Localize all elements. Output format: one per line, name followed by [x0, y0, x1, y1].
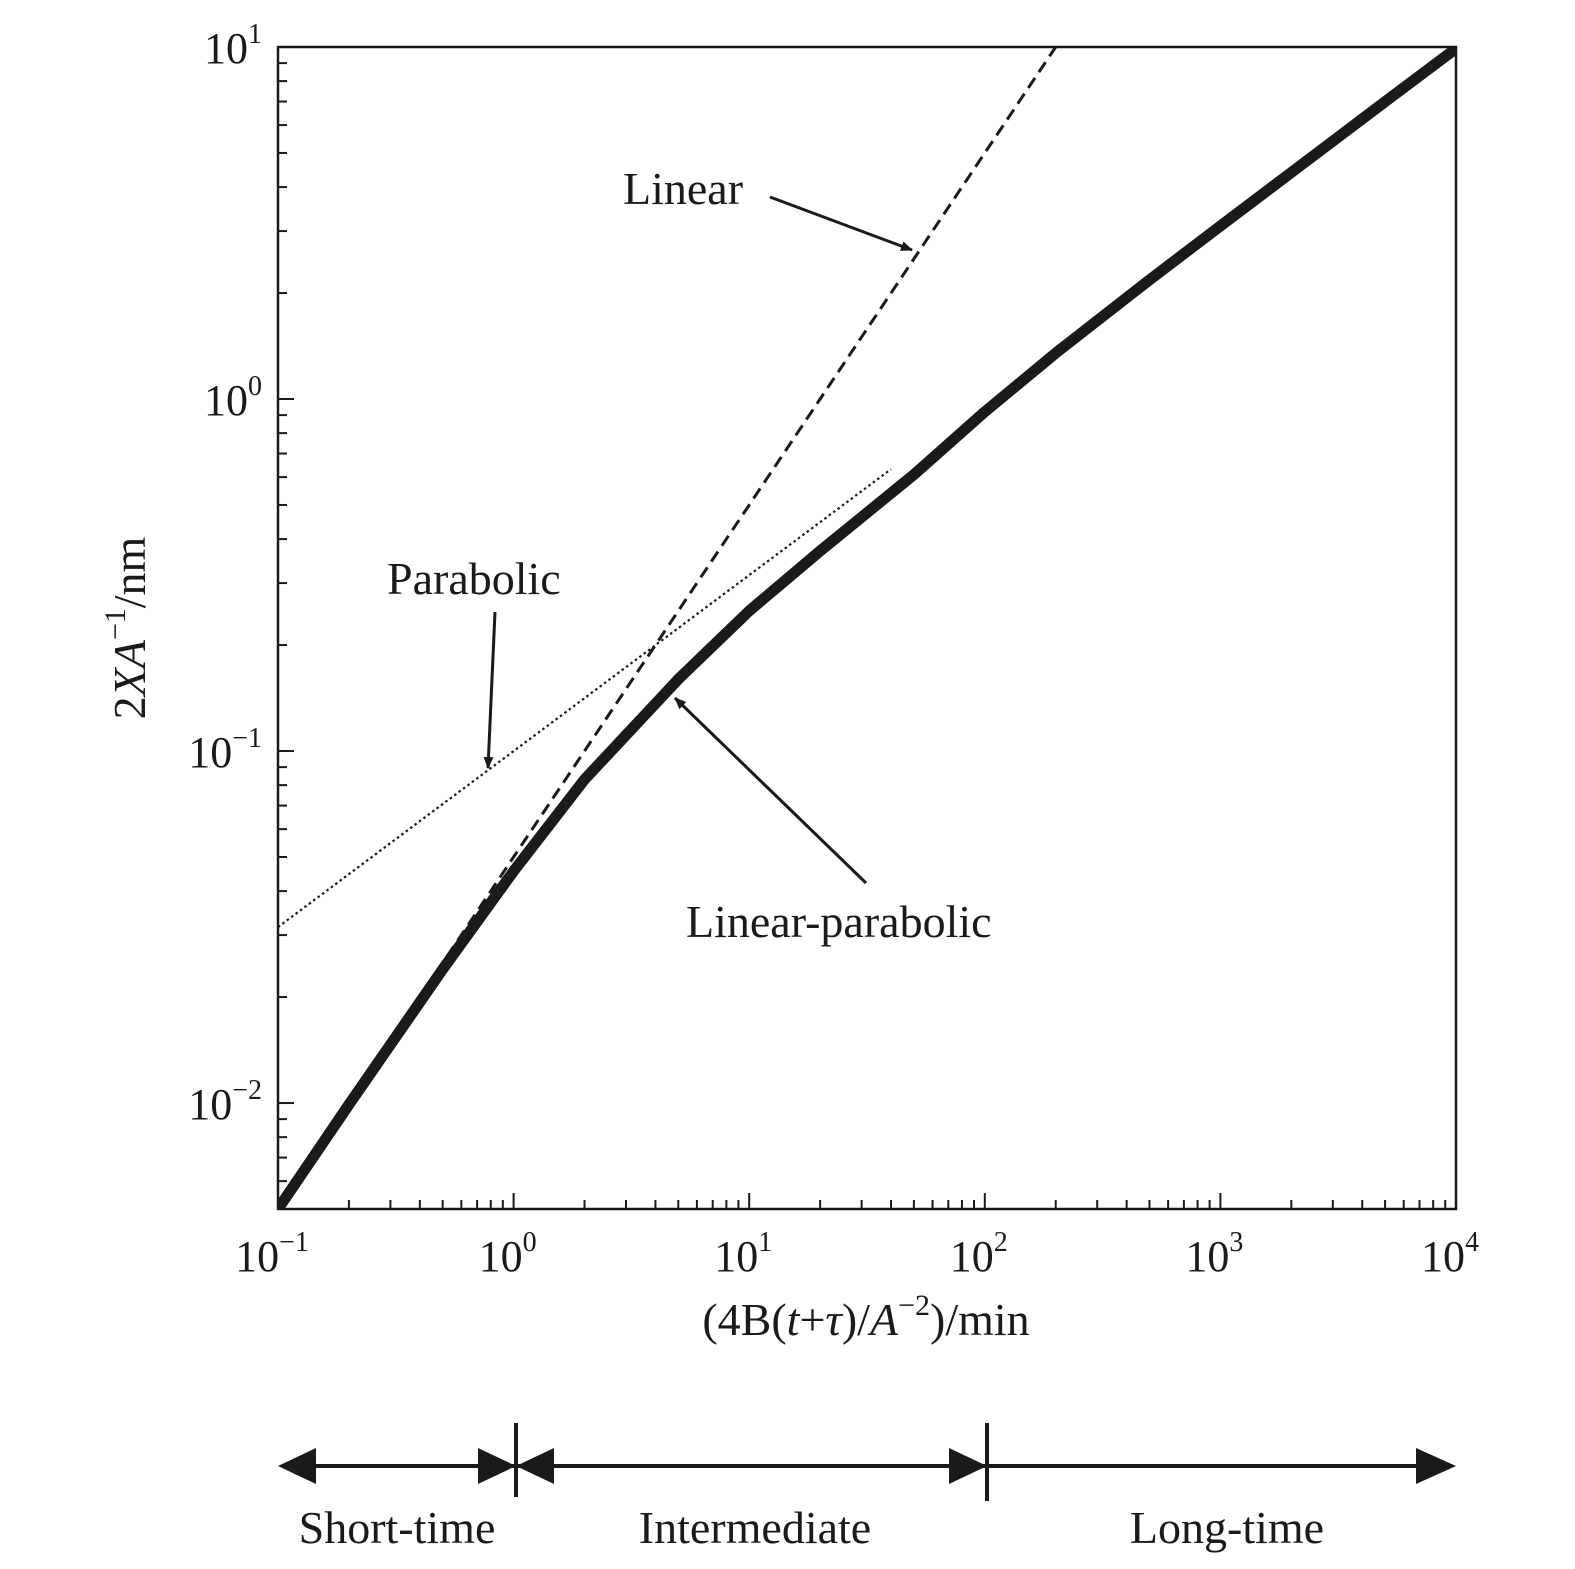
y-tick-label: 10−1	[188, 723, 262, 777]
y-tick-label: 101	[204, 19, 262, 73]
x-axis-title-superscript: −2	[898, 1289, 930, 1322]
annotation-parabolic-arrow	[483, 611, 497, 769]
annotation-linear-arrow	[769, 195, 913, 252]
x-tick-label: 104	[1421, 1227, 1479, 1281]
x-axis-title-unit: )/min	[930, 1294, 1030, 1345]
series-line-linear	[278, 47, 1057, 1209]
y-tick-label: 10−2	[188, 1075, 262, 1129]
x-axis-title: (4B(t+τ)/A−2)/min	[702, 1289, 1029, 1345]
y-axis-title-italic: XA	[104, 639, 155, 698]
y-axis-title-part: 2	[104, 696, 155, 719]
region-label-intermediate: Intermediate	[639, 1502, 871, 1553]
regime-arrowhead-left	[278, 1448, 316, 1484]
x-axis-title-plus: +	[799, 1294, 825, 1345]
x-tick-label: 101	[714, 1227, 772, 1281]
annotation-linear-label: Linear	[623, 163, 743, 214]
x-tick-label: 102	[950, 1227, 1008, 1281]
annotation-linear-parabolic-label: Linear-parabolic	[686, 896, 992, 947]
x-axis-title-italic-tau: τ	[825, 1294, 843, 1345]
regime-arrowhead-short-right	[478, 1448, 516, 1484]
x-tick-label: 10−1	[235, 1227, 309, 1281]
series-line-linear-parabolic	[278, 47, 1456, 1209]
y-axis-title-superscript: −1	[99, 608, 132, 640]
y-tick-label: 100	[204, 371, 262, 425]
x-tick-label: 103	[1185, 1227, 1243, 1281]
regime-bar	[278, 1423, 1456, 1501]
x-axis-title-slash: )/	[842, 1294, 870, 1345]
series-line-parabolic	[278, 468, 892, 928]
x-tick-label: 100	[479, 1227, 537, 1281]
x-axis-title-part: (4B(	[702, 1294, 786, 1345]
regime-arrowhead-right	[1416, 1448, 1456, 1484]
x-axis-title-italic-a: A	[867, 1294, 899, 1345]
x-axis-title-italic-t: t	[787, 1294, 801, 1345]
regime-arrowhead-intermediate-left	[516, 1448, 554, 1484]
y-axis-title: 2XA−1/nm	[99, 536, 155, 719]
annotation-parabolic-label: Parabolic	[387, 553, 561, 604]
regime-arrowhead-intermediate-right	[949, 1448, 987, 1484]
y-axis-title-unit: /nm	[104, 536, 155, 608]
region-label-long-time: Long-time	[1130, 1502, 1324, 1553]
region-label-short-time: Short-time	[299, 1502, 496, 1553]
annotation-linear-parabolic-arrow	[673, 696, 868, 885]
plot-frame	[276, 45, 1458, 1211]
